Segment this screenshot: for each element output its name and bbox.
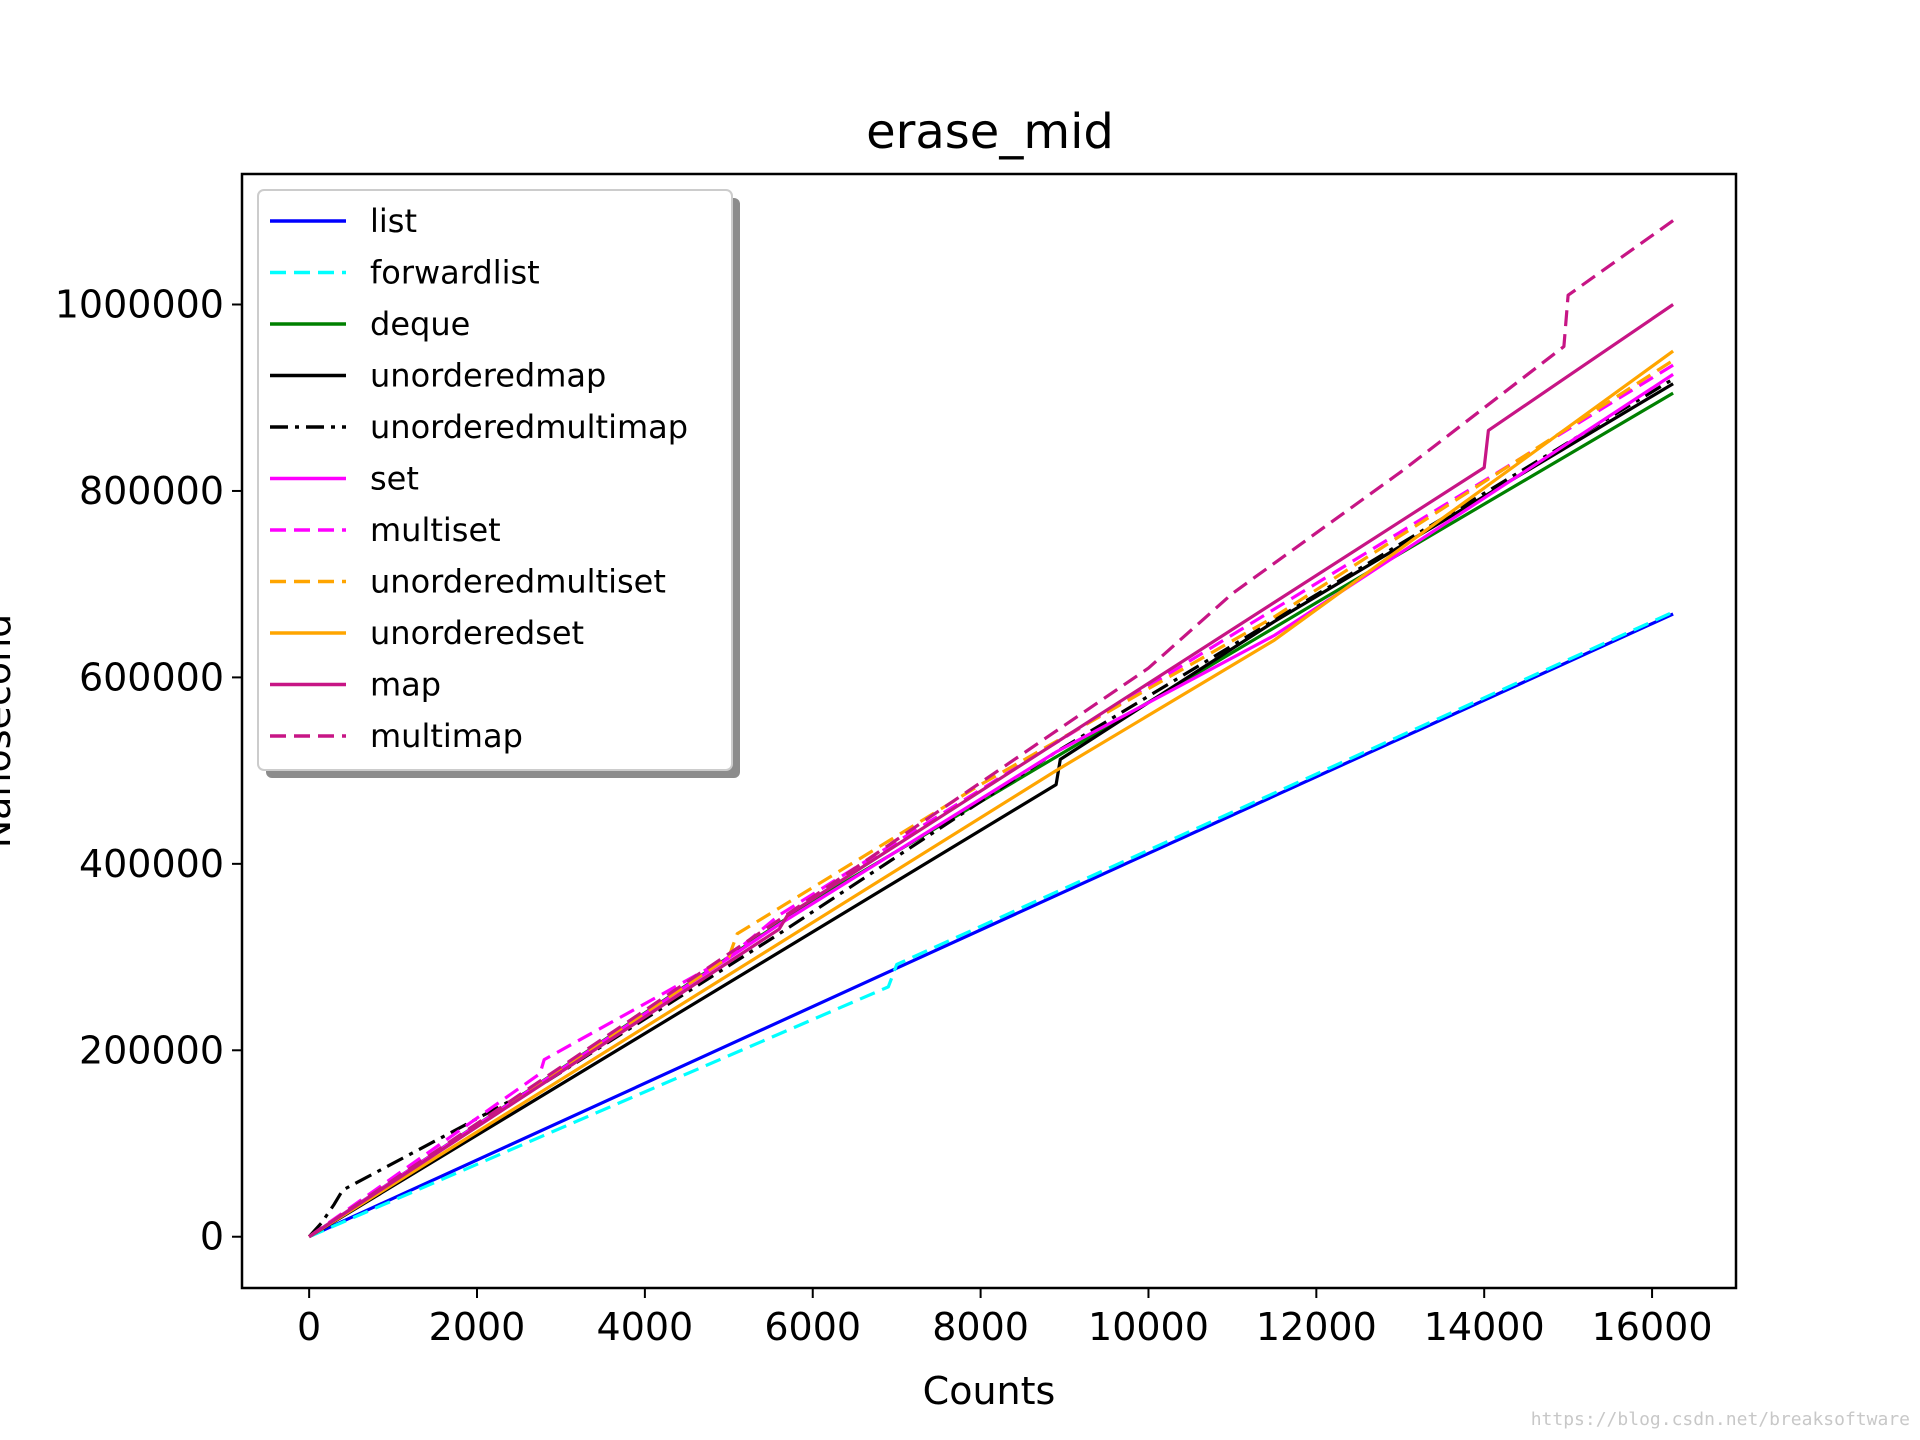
x-axis-label: Counts bbox=[923, 1369, 1056, 1413]
y-axis-label: Nanosecond bbox=[0, 614, 19, 849]
y-tick-label: 1000000 bbox=[55, 283, 224, 327]
legend-label-unorderedmultimap: unorderedmultimap bbox=[370, 408, 688, 446]
y-tick-label: 600000 bbox=[79, 655, 224, 699]
y-tick-label: 200000 bbox=[79, 1028, 224, 1072]
legend-box bbox=[257, 189, 733, 771]
x-tick-label: 6000 bbox=[764, 1305, 861, 1349]
series-line-set bbox=[308, 373, 1674, 1239]
legend-label-forwardlist: forwardlist bbox=[370, 254, 540, 292]
series-line-unorderedset bbox=[308, 349, 1675, 1239]
series-layer bbox=[307, 219, 1675, 1239]
legend-label-multimap: multimap bbox=[370, 717, 523, 755]
x-tick-label: 8000 bbox=[932, 1305, 1029, 1349]
chart-title: erase_mid bbox=[866, 104, 1114, 160]
legend-label-list: list bbox=[370, 202, 417, 240]
x-tick-label: 2000 bbox=[429, 1305, 526, 1349]
y-tick-label: 800000 bbox=[79, 469, 224, 513]
series-line-forwardlist bbox=[308, 610, 1674, 1239]
x-tick-label: 4000 bbox=[597, 1305, 694, 1349]
x-axis-ticks: 0 2000 4000 6000 8000 10000 12000 14000 16000 bbox=[297, 1288, 1713, 1349]
legend-label-unorderedmap: unorderedmap bbox=[370, 357, 606, 395]
series-line-multimap bbox=[308, 219, 1675, 1239]
series-line-unorderedmultiset bbox=[308, 359, 1674, 1239]
legend-label-unorderedmultiset: unorderedmultiset bbox=[370, 563, 666, 601]
legend-label-deque: deque bbox=[370, 305, 470, 343]
legend-label-map: map bbox=[370, 666, 441, 704]
x-tick-label: 10000 bbox=[1088, 1305, 1209, 1349]
legend: list forwardlist deque unorderedmap unordere… bbox=[257, 189, 740, 778]
legend-label-multiset: multiset bbox=[370, 511, 501, 549]
x-tick-label: 16000 bbox=[1592, 1305, 1713, 1349]
x-tick-label: 0 bbox=[297, 1305, 321, 1349]
legend-label-set: set bbox=[370, 460, 419, 498]
x-tick-label: 14000 bbox=[1424, 1305, 1545, 1349]
legend-label-unorderedset: unorderedset bbox=[370, 614, 584, 652]
y-tick-label: 400000 bbox=[79, 842, 224, 886]
series-line-map bbox=[308, 303, 1675, 1239]
x-tick-label: 12000 bbox=[1256, 1305, 1377, 1349]
y-axis-ticks: 0 200000 400000 600000 800000 1000000 bbox=[55, 283, 242, 1259]
watermark-text: https://blog.csdn.net/breaksoftware bbox=[1530, 1409, 1910, 1430]
y-tick-label: 0 bbox=[200, 1215, 224, 1259]
